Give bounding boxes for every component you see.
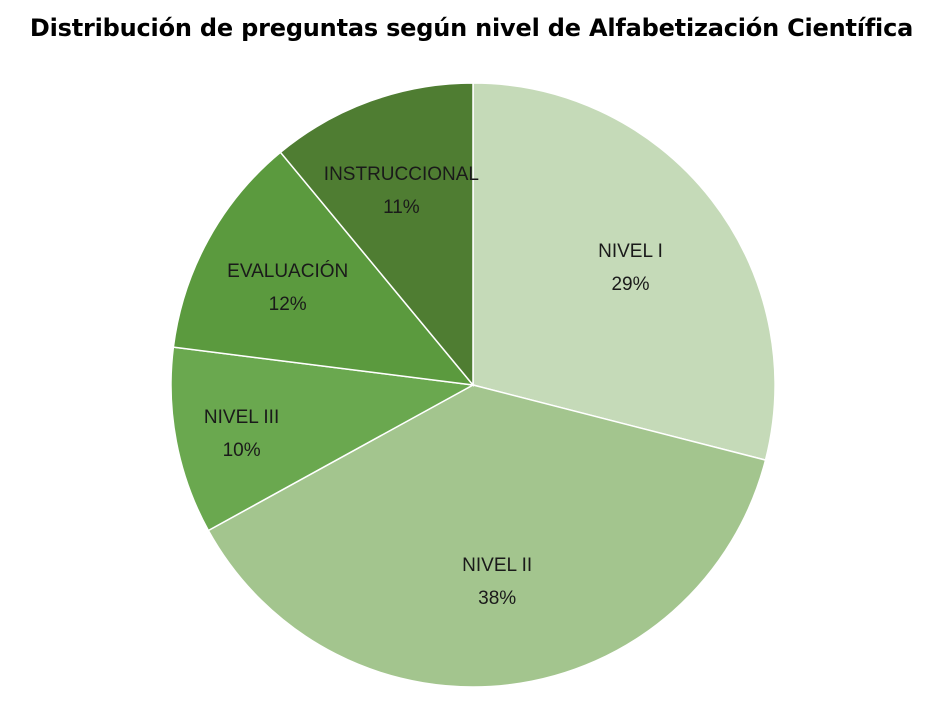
- pie-slice-evaluaci-n: [172, 151, 475, 386]
- slice-label-percent: 38%: [478, 588, 516, 609]
- pie-slice-instruccional: [279, 82, 474, 388]
- pie-slice-nivel-ii: [207, 384, 767, 688]
- slice-label-name: EVALUACIÓN: [227, 260, 348, 282]
- chart-title: Distribución de preguntas según nivel de…: [29, 14, 914, 42]
- pie-slices: [170, 82, 776, 688]
- pie-slice-nivel-iii: [170, 346, 476, 532]
- slice-label-name: NIVEL III: [204, 407, 279, 428]
- slice-label-percent: 10%: [223, 440, 261, 461]
- slice-labels: NIVEL I 29% NIVEL II 38% NIVEL III 10% EVALUAC…: [204, 164, 663, 609]
- slice-label-percent: 11%: [383, 197, 420, 218]
- pie-slice-nivel-i: [472, 82, 776, 462]
- slice-label-percent: 12%: [269, 294, 307, 315]
- slice-label-name: INSTRUCCIONAL: [324, 164, 479, 185]
- slice-label-name: NIVEL II: [462, 555, 532, 576]
- slice-label-name: NIVEL I: [598, 241, 663, 262]
- slice-label-percent: 29%: [611, 274, 649, 295]
